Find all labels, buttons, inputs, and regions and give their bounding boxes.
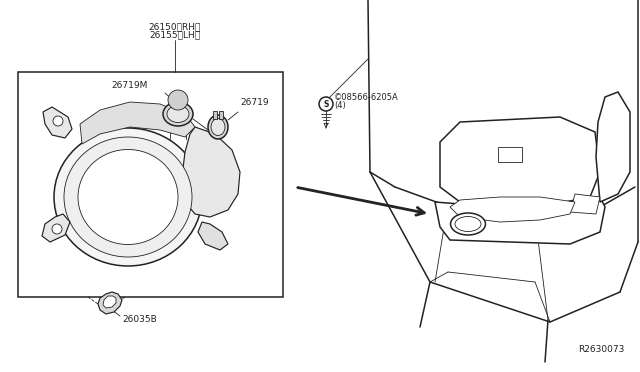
Ellipse shape [54, 128, 202, 266]
Polygon shape [440, 117, 600, 207]
Text: 26719M: 26719M [111, 81, 148, 90]
Text: (4): (4) [334, 101, 346, 110]
Text: 26150＜RH＞: 26150＜RH＞ [149, 22, 201, 31]
Ellipse shape [167, 106, 189, 122]
Polygon shape [103, 296, 116, 308]
Polygon shape [596, 92, 630, 202]
Text: 26155＜LH＞: 26155＜LH＞ [149, 30, 200, 39]
Ellipse shape [78, 150, 178, 244]
FancyBboxPatch shape [219, 111, 223, 119]
Ellipse shape [211, 119, 225, 135]
Circle shape [319, 97, 333, 111]
Circle shape [168, 90, 188, 110]
Polygon shape [43, 107, 72, 138]
Ellipse shape [163, 102, 193, 126]
Polygon shape [98, 292, 122, 314]
Polygon shape [182, 127, 240, 217]
FancyBboxPatch shape [213, 111, 217, 119]
Ellipse shape [451, 213, 486, 235]
Ellipse shape [64, 137, 192, 257]
Circle shape [52, 224, 62, 234]
Polygon shape [42, 214, 70, 242]
Ellipse shape [455, 217, 481, 231]
Text: S: S [323, 99, 329, 109]
FancyBboxPatch shape [498, 147, 522, 162]
Ellipse shape [208, 115, 228, 139]
Text: ©08566-6205A: ©08566-6205A [334, 93, 399, 102]
Polygon shape [450, 197, 575, 222]
Polygon shape [80, 102, 195, 144]
Text: 26719: 26719 [240, 97, 269, 106]
Polygon shape [435, 197, 605, 244]
Polygon shape [570, 194, 600, 214]
FancyBboxPatch shape [18, 72, 283, 297]
Text: R2630073: R2630073 [579, 345, 625, 354]
Circle shape [53, 116, 63, 126]
Polygon shape [198, 222, 228, 250]
Text: 26035B: 26035B [122, 315, 157, 324]
